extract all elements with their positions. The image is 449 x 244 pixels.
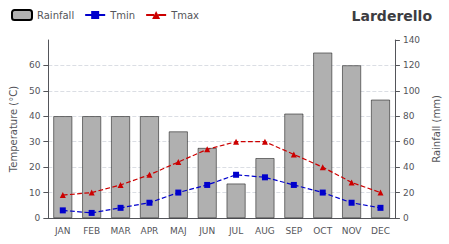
svg-text:JAN: JAN xyxy=(54,226,70,236)
svg-text:Rainfall (mm): Rainfall (mm) xyxy=(431,95,442,163)
svg-text:30: 30 xyxy=(29,137,41,147)
svg-text:Larderello: Larderello xyxy=(352,8,433,24)
svg-text:40: 40 xyxy=(403,162,415,172)
svg-text:Tmax: Tmax xyxy=(170,10,199,21)
svg-text:60: 60 xyxy=(29,60,41,70)
svg-text:100: 100 xyxy=(403,86,420,96)
svg-text:60: 60 xyxy=(403,137,415,147)
svg-text:0: 0 xyxy=(35,213,41,223)
svg-text:MAR: MAR xyxy=(110,226,130,236)
svg-text:120: 120 xyxy=(403,60,420,70)
svg-text:MAJ: MAJ xyxy=(170,226,187,236)
svg-text:Temperature (°C): Temperature (°C) xyxy=(8,86,19,173)
svg-text:20: 20 xyxy=(29,162,41,172)
svg-text:80: 80 xyxy=(403,111,415,121)
svg-text:SEP: SEP xyxy=(285,226,302,236)
svg-text:40: 40 xyxy=(29,111,41,121)
svg-text:50: 50 xyxy=(29,86,41,96)
svg-text:20: 20 xyxy=(403,188,415,198)
svg-text:Tmin: Tmin xyxy=(109,10,135,21)
svg-text:0: 0 xyxy=(403,213,409,223)
svg-text:JUL: JUL xyxy=(228,226,243,236)
svg-text:FEB: FEB xyxy=(83,226,100,236)
svg-text:AUG: AUG xyxy=(255,226,275,236)
svg-text:DEC: DEC xyxy=(371,226,390,236)
svg-text:10: 10 xyxy=(29,188,41,198)
svg-text:Rainfall: Rainfall xyxy=(37,10,74,21)
svg-text:OCT: OCT xyxy=(313,226,332,236)
svg-text:JUN: JUN xyxy=(198,226,215,236)
svg-text:APR: APR xyxy=(141,226,159,236)
svg-text:NOV: NOV xyxy=(342,226,363,236)
svg-text:140: 140 xyxy=(403,35,420,45)
